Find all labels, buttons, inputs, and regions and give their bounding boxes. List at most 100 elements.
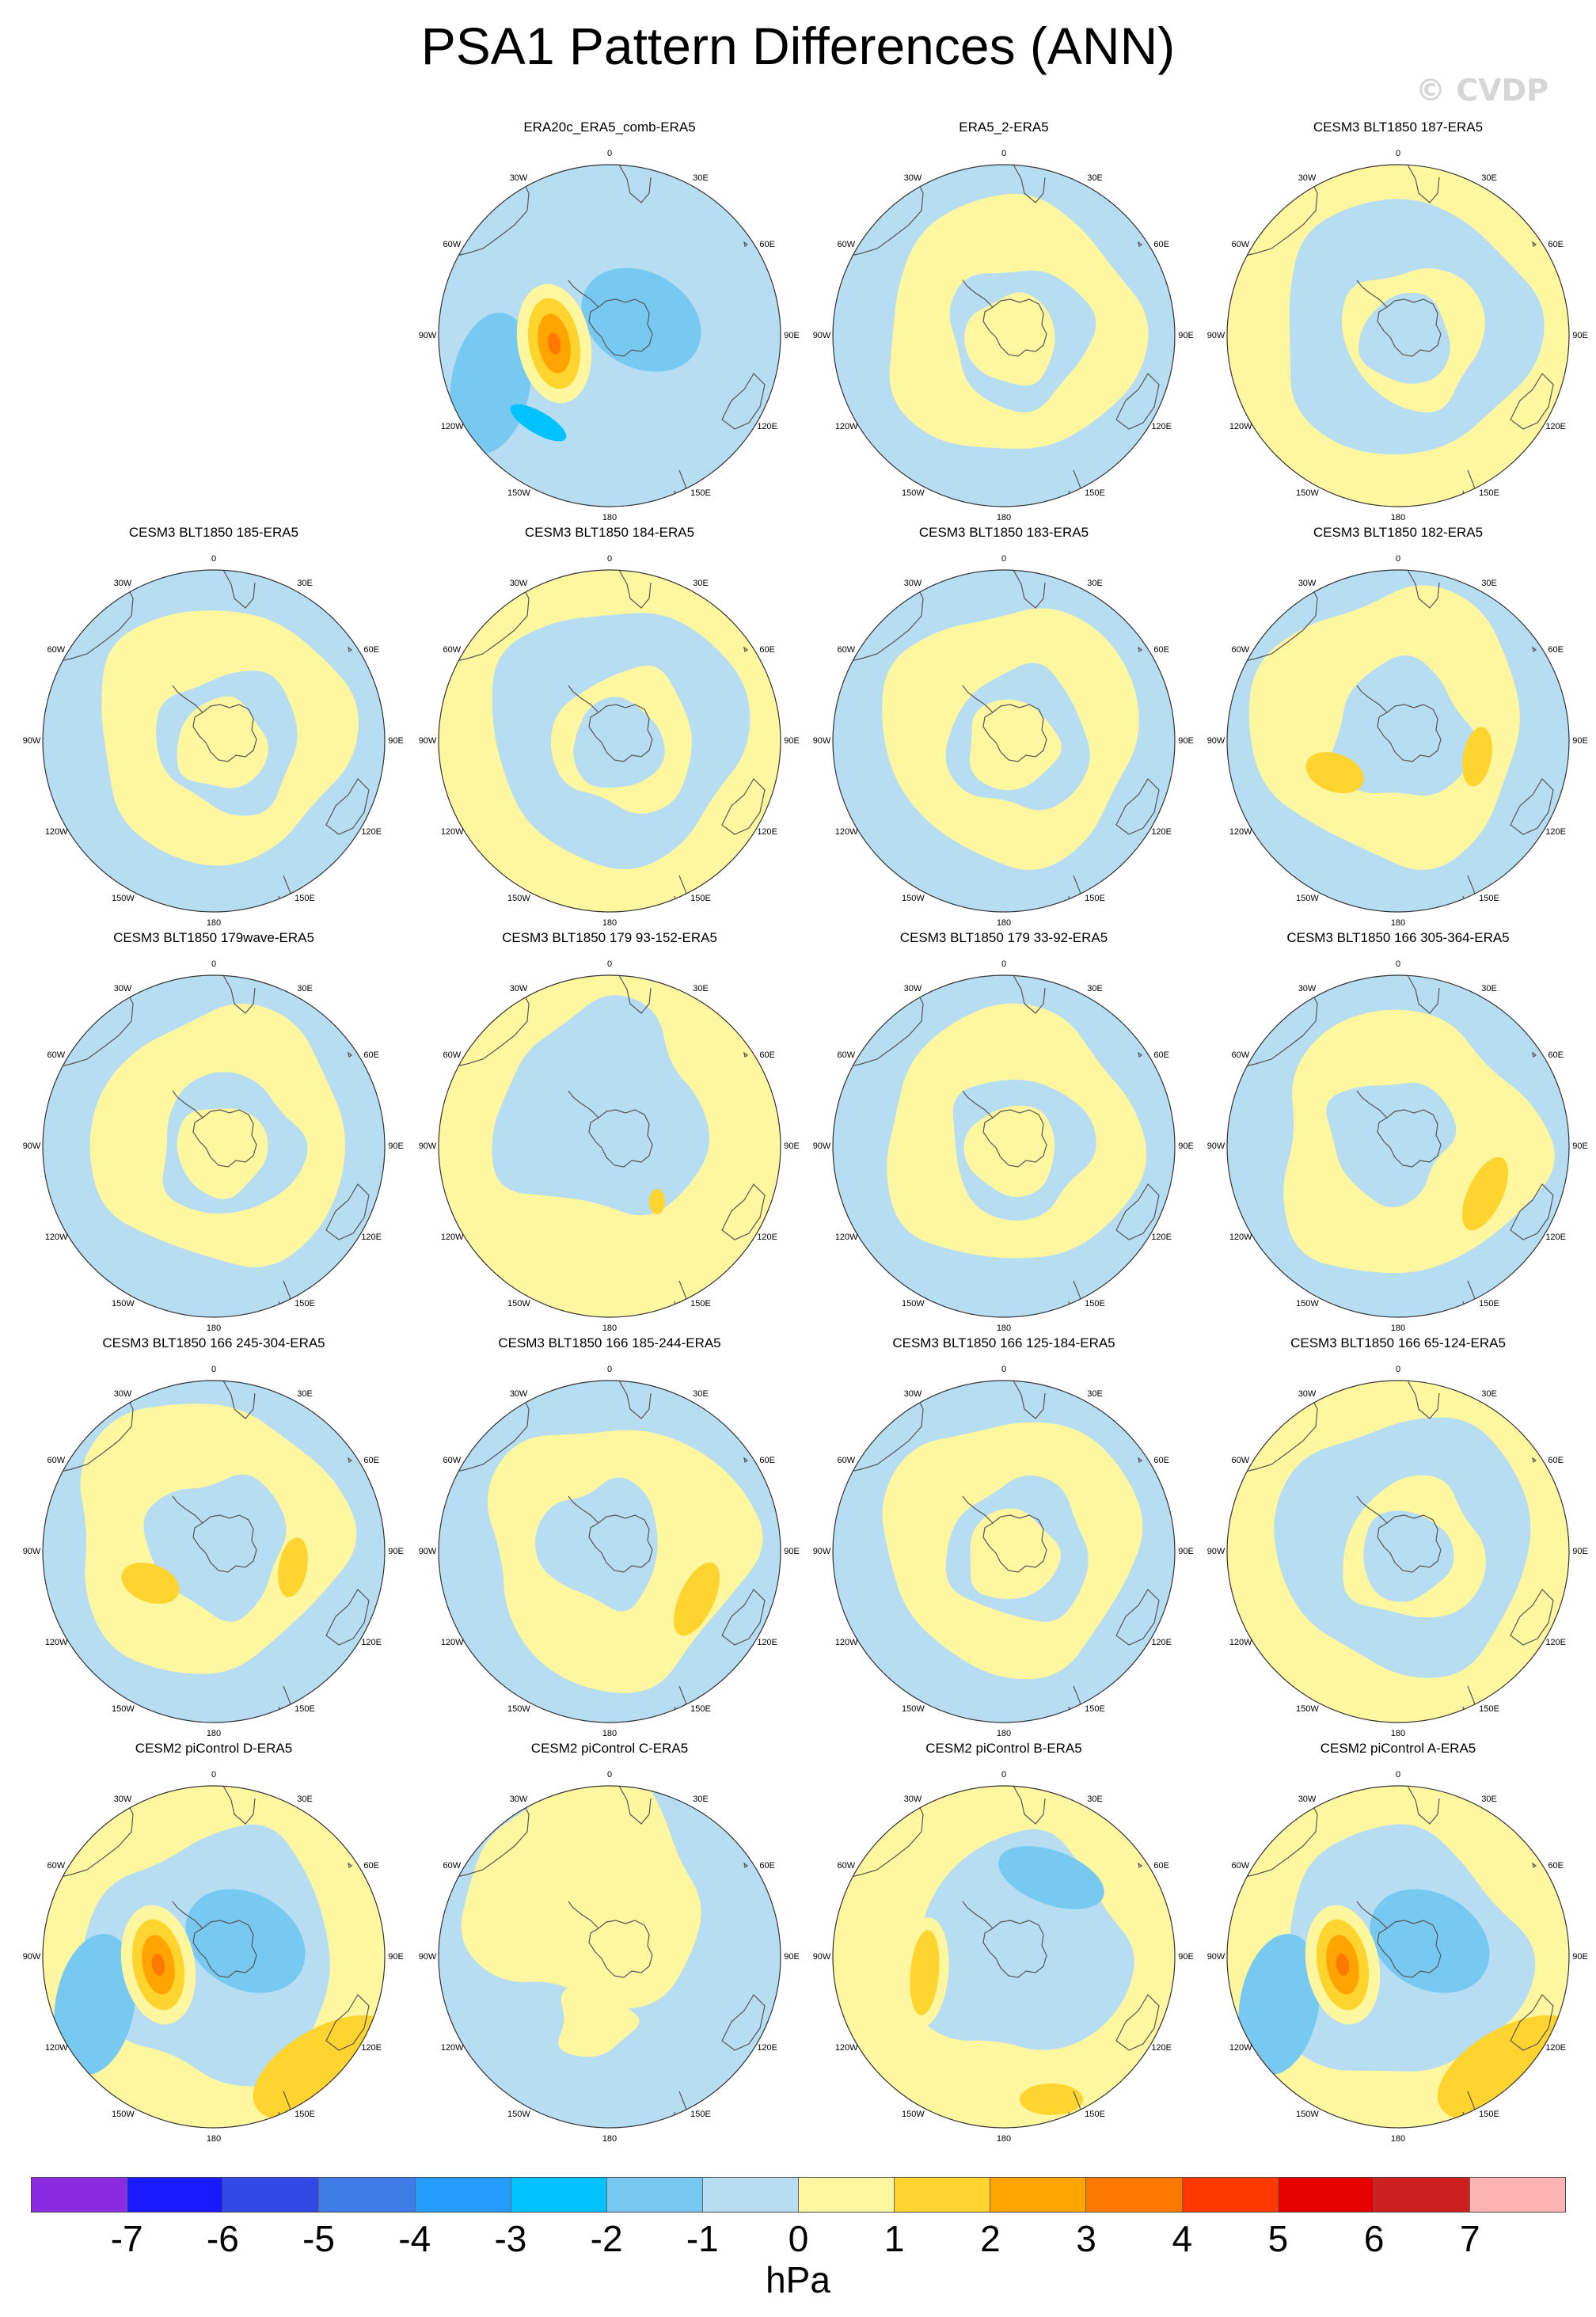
longitude-label: 180 xyxy=(206,2134,222,2144)
longitude-label: 150E xyxy=(294,1704,315,1715)
polar-low xyxy=(1326,1082,1457,1208)
longitude-label: 90W xyxy=(1206,736,1226,746)
map-border xyxy=(42,1380,386,1723)
longitude-label: 150W xyxy=(112,2110,135,2120)
coastline-peninsula xyxy=(1356,685,1388,713)
colorbar-swatch xyxy=(223,2178,320,2212)
longitude-label: 30E xyxy=(1087,1388,1103,1399)
map-panel: CESM3 BLT1850 184-ERA5 0 30E 60E 90E 120E 150E… xyxy=(412,524,808,928)
longitude-label: 150W xyxy=(507,894,530,904)
longitude-label: 90E xyxy=(784,1952,800,1962)
longitude-label: 0 xyxy=(211,1770,217,1780)
contour-fill xyxy=(439,1786,781,2128)
polar-map xyxy=(42,1380,386,1723)
longitude-label: 0 xyxy=(1395,1770,1401,1780)
longitude-label: 150E xyxy=(294,1299,315,1309)
longitude-label: 60E xyxy=(1548,1456,1564,1465)
panel-title: CESM3 BLT1850 179 33-92-ERA5 xyxy=(899,930,1108,945)
longitude-label: 60W xyxy=(443,1861,462,1871)
panel-title: CESM3 BLT1850 166 65-124-ERA5 xyxy=(1290,1335,1506,1350)
longitude-label: 30E xyxy=(297,1388,313,1399)
negative-core xyxy=(581,268,701,372)
coastline-island xyxy=(1138,646,1143,652)
coastline-australia xyxy=(1115,1183,1160,1240)
positive-blob-east xyxy=(278,1537,308,1597)
longitude-label: 90E xyxy=(1178,1952,1194,1962)
longitude-label: 30E xyxy=(1481,1388,1497,1399)
polar-map xyxy=(42,1785,386,2129)
longitude-label: 120W xyxy=(440,1638,464,1647)
polar-map xyxy=(832,974,1176,1318)
longitude-label: 90W xyxy=(22,1952,41,1962)
negative-core xyxy=(185,1889,306,1993)
panel-title: CESM3 BLT1850 179 93-152-ERA5 xyxy=(502,930,717,945)
colorbar-swatch xyxy=(606,2178,703,2212)
panel-title: CESM3 BLT1850 184-ERA5 xyxy=(524,525,695,540)
panel-title: CESM2 piControl D-ERA5 xyxy=(135,1741,293,1756)
coastline-peninsula xyxy=(1356,1495,1388,1524)
core-anomaly xyxy=(964,292,1055,386)
longitude-label: 150E xyxy=(1085,488,1105,499)
longitude-label: 30W xyxy=(903,578,922,588)
longitude-label: 90E xyxy=(388,1952,404,1962)
longitude-label: 120W xyxy=(1229,1233,1252,1242)
coastline-island xyxy=(1532,1051,1537,1058)
coastline-antarctica xyxy=(192,1109,257,1168)
longitude-label: 60E xyxy=(363,1050,379,1060)
coastline-peninsula xyxy=(172,1090,203,1119)
map-panel: CESM2 piControl D-ERA5 0 30E 60E 90E 120E 150E… xyxy=(16,1740,412,2144)
longitude-label: 0 xyxy=(606,149,613,158)
colorbar-tick-label: 2 xyxy=(980,2218,1001,2259)
longitude-label: 0 xyxy=(1001,149,1007,158)
longitude-label: 150E xyxy=(1479,894,1499,904)
longitude-label: 120E xyxy=(1545,2043,1567,2053)
positive-blob-west xyxy=(1305,751,1364,794)
longitude-label: 60E xyxy=(363,1861,379,1871)
longitude-label: 120E xyxy=(757,1233,778,1242)
coastline-peninsula xyxy=(962,279,994,308)
longitude-label: 90W xyxy=(812,736,831,746)
positive-blob-east xyxy=(673,1562,720,1636)
longitude-label: 150W xyxy=(902,2110,925,2120)
longitude-label: 30E xyxy=(1087,173,1103,183)
longitude-label: 90E xyxy=(1178,1547,1194,1556)
map-border xyxy=(438,974,781,1318)
map-border xyxy=(42,569,386,913)
longitude-label: 120W xyxy=(1229,2043,1252,2053)
longitude-label: 30W xyxy=(113,983,132,993)
longitude-label: 0 xyxy=(1395,554,1401,564)
coastline-antarctica xyxy=(588,704,653,762)
positive-blob-east xyxy=(1462,727,1492,787)
longitude-label: 30W xyxy=(903,173,922,183)
coastline-africa xyxy=(1407,1381,1440,1419)
longitude-label: 30E xyxy=(1087,578,1103,588)
panel-title: CESM3 BLT1850 182-ERA5 xyxy=(1313,525,1484,540)
longitude-label: 120W xyxy=(1229,827,1252,837)
panel-title: CESM2 piControl A-ERA5 xyxy=(1320,1741,1476,1756)
coastline-africa xyxy=(222,1381,256,1419)
positive-blob-south xyxy=(1020,2083,1083,2115)
contour-fill xyxy=(833,570,1175,912)
coastline-peninsula xyxy=(1356,279,1388,308)
coastline-antarctica xyxy=(982,1514,1047,1573)
coastline-peninsula xyxy=(1356,1090,1388,1119)
coastline-australia xyxy=(721,373,766,430)
negative-streak xyxy=(510,404,567,442)
contour-fill xyxy=(439,165,781,507)
coastline-peninsula xyxy=(568,685,599,713)
longitude-label: 30W xyxy=(903,983,922,993)
colorbar-tick-label: -6 xyxy=(206,2218,239,2259)
coastline-antarctica xyxy=(1377,298,1442,357)
longitude-label: 30W xyxy=(1298,983,1317,993)
longitude-label: 150W xyxy=(112,1704,135,1715)
longitude-label: 150W xyxy=(507,1299,530,1309)
polar-map xyxy=(1226,1380,1570,1723)
contour-fill xyxy=(1227,165,1569,507)
longitude-label: 0 xyxy=(1001,1770,1007,1780)
map-border xyxy=(438,1785,781,2129)
longitude-label: 30W xyxy=(1298,173,1317,183)
map-border xyxy=(832,164,1176,507)
coastline-australia xyxy=(1115,373,1160,430)
colorbar-swatch xyxy=(415,2178,511,2212)
longitude-label: 120W xyxy=(834,422,858,431)
